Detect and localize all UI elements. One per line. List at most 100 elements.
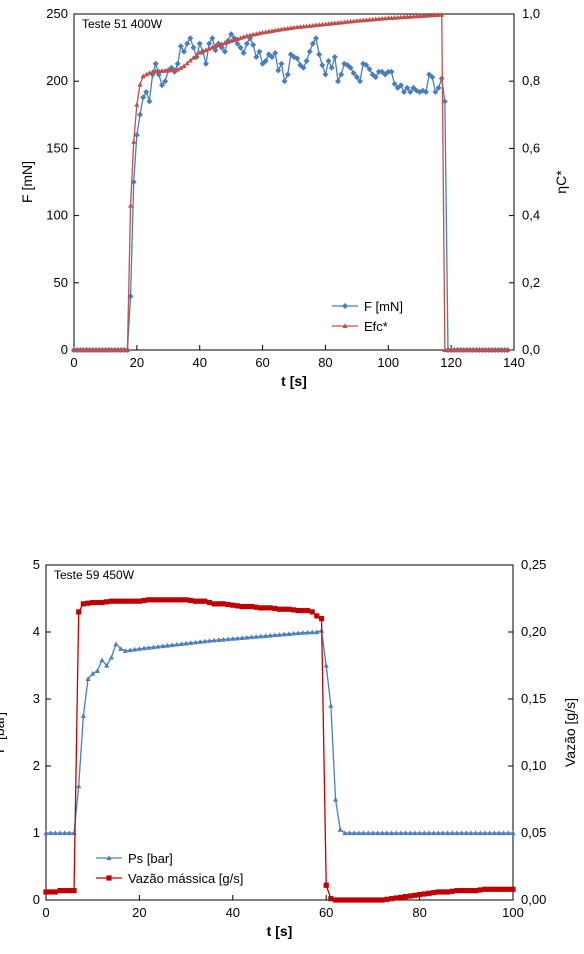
data-point xyxy=(248,603,255,610)
data-point xyxy=(356,897,362,903)
data-point xyxy=(183,597,189,603)
data-point xyxy=(370,830,376,836)
data-point xyxy=(262,633,269,638)
data-point xyxy=(510,886,516,892)
data-point xyxy=(197,639,203,644)
y-axis-title: F [mN] xyxy=(19,161,35,203)
data-point xyxy=(228,31,235,38)
data-point xyxy=(365,830,371,836)
data-point xyxy=(188,597,194,604)
data-point xyxy=(286,606,292,612)
data-point xyxy=(211,637,217,643)
x-tick-label: 100 xyxy=(377,355,399,370)
data-point xyxy=(365,897,371,903)
data-point xyxy=(137,81,143,87)
data-point xyxy=(197,598,203,604)
y2-tick-label: 0,25 xyxy=(521,557,546,572)
y-tick-label: 250 xyxy=(46,6,68,21)
data-point xyxy=(401,88,407,95)
data-point xyxy=(127,647,133,653)
y2-tick-label: 0,2 xyxy=(522,275,540,290)
data-point xyxy=(306,48,313,55)
data-point xyxy=(178,597,185,603)
data-point xyxy=(190,44,197,51)
data-point xyxy=(417,892,423,898)
data-point xyxy=(203,60,209,67)
data-point xyxy=(253,634,259,639)
plot-frame xyxy=(73,13,515,351)
data-point xyxy=(356,830,362,836)
data-point xyxy=(491,886,497,892)
data-point xyxy=(426,890,432,896)
data-point xyxy=(267,605,273,611)
data-point xyxy=(309,609,315,615)
y-tick-label: 5 xyxy=(33,557,40,572)
data-point xyxy=(136,646,142,651)
data-point xyxy=(202,598,208,604)
data-point xyxy=(206,46,212,51)
data-point xyxy=(62,830,68,836)
data-point xyxy=(505,347,511,353)
y2-tick-label: 0,8 xyxy=(522,73,540,88)
data-point xyxy=(322,71,329,78)
x-tick-label: 120 xyxy=(440,355,462,370)
data-point xyxy=(178,641,185,647)
data-point xyxy=(473,830,479,836)
x-tick-label: 60 xyxy=(319,905,333,920)
data-point xyxy=(407,88,414,95)
data-point xyxy=(372,74,379,81)
legend-marker xyxy=(106,855,112,861)
data-point xyxy=(184,60,190,66)
data-point xyxy=(342,830,348,836)
data-point xyxy=(313,35,319,42)
data-point xyxy=(188,640,194,645)
data-point xyxy=(118,598,124,604)
data-point xyxy=(250,41,257,48)
data-point xyxy=(346,830,353,836)
data-point xyxy=(487,886,493,892)
data-point xyxy=(440,889,446,895)
data-point xyxy=(407,893,413,899)
data-point xyxy=(431,890,437,896)
data-point xyxy=(104,662,110,668)
y2-tick-label: 0,6 xyxy=(522,140,540,155)
data-point xyxy=(388,896,395,902)
data-point xyxy=(459,888,465,894)
data-point xyxy=(220,601,227,607)
data-point xyxy=(122,598,128,604)
data-point xyxy=(258,605,264,611)
data-point xyxy=(351,830,357,836)
data-point xyxy=(379,897,385,903)
data-point xyxy=(141,597,147,604)
data-point xyxy=(423,88,429,95)
data-point xyxy=(230,602,236,608)
data-point xyxy=(391,80,398,87)
y-axis-title: P [bar] xyxy=(0,712,7,753)
data-point xyxy=(328,896,334,902)
data-point xyxy=(431,830,437,836)
data-point xyxy=(454,830,460,836)
data-point xyxy=(196,40,203,47)
data-point xyxy=(363,62,370,69)
data-point xyxy=(181,48,187,55)
data-point xyxy=(505,886,511,892)
data-point xyxy=(159,82,165,89)
data-point xyxy=(80,713,86,718)
y2-tick-label: 0,00 xyxy=(521,892,546,907)
data-point xyxy=(477,830,483,836)
y2-tick-label: 0,15 xyxy=(521,691,546,706)
data-point xyxy=(337,827,343,832)
data-point xyxy=(43,830,49,836)
data-point xyxy=(393,830,399,836)
data-point xyxy=(211,601,217,607)
data-point xyxy=(160,597,166,603)
data-point xyxy=(183,640,189,646)
y-tick-label: 2 xyxy=(33,758,40,773)
data-point xyxy=(407,830,413,836)
data-point xyxy=(174,597,180,603)
data-point xyxy=(278,60,285,67)
data-point xyxy=(192,639,199,645)
legend: F [mN] Efc* xyxy=(332,299,403,334)
data-point xyxy=(272,632,278,638)
data-point xyxy=(300,607,306,614)
